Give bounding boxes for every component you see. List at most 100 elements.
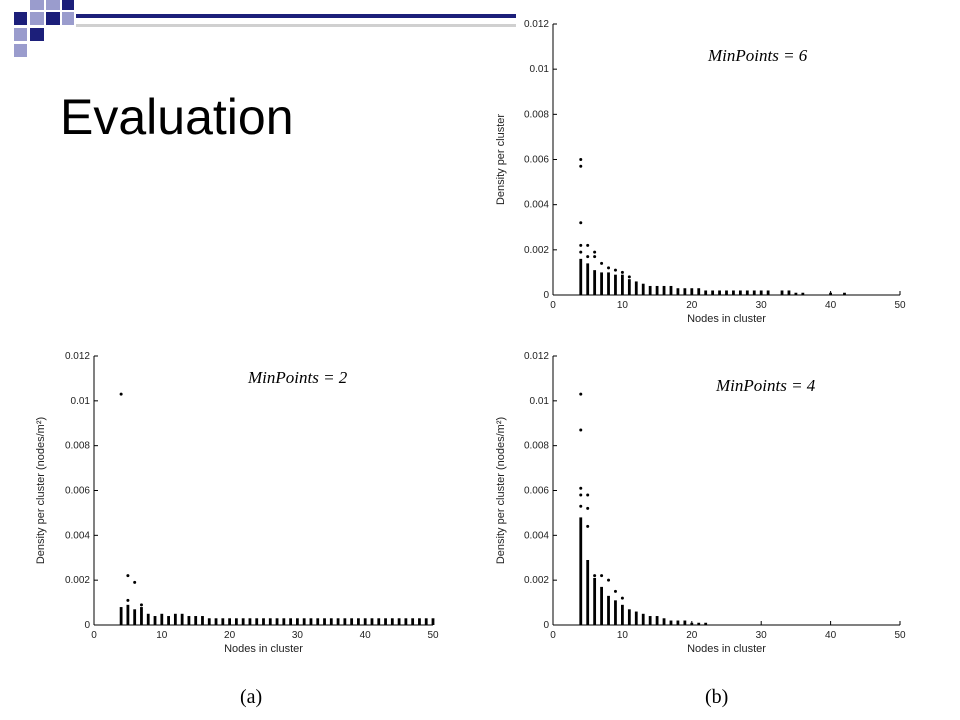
data-point-stack	[187, 616, 191, 625]
data-point-stack	[829, 292, 832, 295]
data-point-stack	[363, 618, 367, 625]
data-point-stack	[697, 622, 701, 625]
x-axis-label: Nodes in cluster	[224, 643, 303, 655]
x-tick-label: 10	[156, 630, 168, 641]
data-point-stack	[370, 618, 374, 625]
data-point	[579, 428, 583, 432]
x-tick-label: 30	[756, 300, 768, 311]
y-tick-label: 0.01	[530, 396, 550, 407]
data-point	[579, 392, 583, 396]
data-point-stack	[725, 290, 728, 295]
data-point-stack	[424, 618, 428, 625]
data-point-stack	[377, 618, 381, 625]
data-point-stack	[759, 290, 763, 295]
y-tick-label: 0	[543, 290, 549, 301]
data-point-stack	[669, 285, 673, 295]
y-tick-label: 0.01	[71, 396, 91, 407]
y-tick-label: 0.008	[524, 441, 549, 452]
data-point-stack	[167, 616, 170, 625]
data-point-stack	[593, 270, 597, 295]
data-point-stack	[780, 290, 784, 295]
data-point-stack	[655, 285, 659, 295]
data-point-stack	[718, 290, 721, 295]
deco-bar-gray	[76, 24, 516, 27]
y-axis-label: Density per cluster (nodes/m²)	[35, 417, 47, 564]
data-point-stack	[641, 613, 645, 625]
data-point	[607, 266, 611, 270]
deco-square-lavender-1	[30, 0, 44, 10]
data-point-stack	[676, 620, 680, 625]
data-point-stack	[180, 613, 184, 625]
deco-square-navy-3	[30, 28, 44, 41]
data-point-stack	[282, 618, 286, 625]
data-point-stack	[234, 618, 238, 625]
scatter-chart-minpoints-2: 0 10 20 30 40 50 0 0.002 0.004 0.006 0.008 0.01 0.01…	[35, 351, 439, 655]
scatter-chart-minpoints-4: 0 10 20 30 40 50 0 0.002 0.004 0.006 0.008 0.01 0.01…	[495, 351, 906, 655]
data-point	[620, 270, 624, 274]
y-tick-label: 0.008	[524, 109, 549, 120]
y-tick-label: 0.012	[524, 351, 549, 362]
data-point	[579, 158, 583, 161]
data-point-stack	[586, 559, 590, 625]
data-point-stack	[752, 290, 756, 295]
x-tick-label: 40	[825, 300, 837, 311]
data-point-stack	[621, 604, 624, 625]
x-tick-label: 20	[686, 300, 698, 311]
data-point	[579, 243, 583, 247]
data-point-stack	[275, 618, 279, 625]
data-point-stack	[641, 283, 645, 295]
data-point-stack	[579, 517, 583, 625]
data-point-stack	[228, 618, 231, 625]
y-tick-label: 0.004	[524, 530, 549, 541]
data-point-stack	[268, 618, 272, 625]
data-point-stack	[732, 290, 735, 295]
y-tick-label: 0.008	[65, 441, 90, 452]
data-point-stack	[843, 292, 846, 295]
data-point-stack	[119, 607, 123, 625]
caption-a: (a)	[240, 686, 263, 708]
data-point-stack	[241, 618, 245, 625]
x-tick-label: 30	[756, 630, 768, 641]
data-point-stack	[160, 613, 164, 625]
data-point-stack	[146, 613, 150, 625]
deco-square-navy-4	[62, 0, 74, 10]
y-tick-label: 0.002	[524, 245, 549, 256]
x-tick-label: 40	[360, 630, 372, 641]
data-point-stack	[676, 288, 680, 295]
data-point-stack	[648, 285, 652, 295]
data-point-stack	[648, 616, 652, 625]
data-point	[586, 506, 590, 510]
data-point-stack	[586, 263, 590, 295]
data-point-stack	[431, 618, 435, 625]
data-point-stack	[350, 618, 354, 625]
data-point	[126, 574, 130, 578]
data-point-stack	[690, 288, 694, 295]
data-point-stack	[697, 288, 701, 295]
data-point-stack	[255, 618, 259, 625]
data-point-stack	[343, 618, 347, 625]
data-point-stack	[787, 290, 791, 295]
data-point-stack	[418, 618, 421, 625]
data-point-stack	[207, 618, 211, 625]
data-point	[579, 504, 583, 508]
deco-square-lavender-6	[62, 12, 74, 25]
data-point-stack	[614, 274, 617, 295]
deco-square-navy-1	[14, 12, 27, 25]
data-point-stack	[248, 618, 252, 625]
data-point	[586, 243, 590, 247]
y-tick-label: 0.006	[524, 155, 549, 166]
data-point	[593, 250, 597, 254]
y-tick-label: 0.01	[530, 64, 550, 75]
data-point-stack	[153, 616, 157, 625]
data-point-stack	[302, 618, 306, 625]
y-tick-label: 0	[84, 620, 90, 631]
data-point-stack	[201, 616, 204, 625]
data-point-stack	[289, 618, 293, 625]
data-point-stack	[309, 618, 313, 625]
x-tick-label: 50	[894, 300, 906, 311]
x-tick-label: 0	[550, 630, 556, 641]
x-tick-label: 40	[825, 630, 837, 641]
data-point-stack	[711, 290, 715, 295]
data-point-stack	[704, 290, 708, 295]
data-point-stack	[794, 292, 798, 295]
